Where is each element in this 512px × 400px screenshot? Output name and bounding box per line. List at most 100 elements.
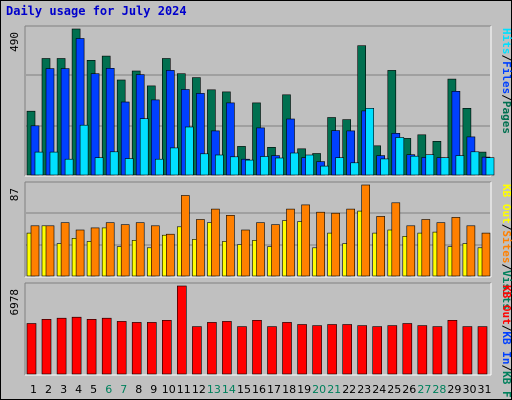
legend-part: / [500, 365, 512, 372]
x-tick-label-day-11: 11 [177, 383, 191, 396]
bar-kb-f-day-2 [41, 318, 52, 375]
x-tick-label-day-3: 3 [60, 383, 67, 396]
bar-kb-f-day-16 [252, 319, 262, 375]
bar-sites-day-12 [196, 219, 205, 277]
x-tick-label-day-16: 16 [252, 383, 266, 396]
bar-sites-day-20 [316, 211, 325, 277]
bar-pages-day-1 [34, 151, 44, 176]
legend-part: / [500, 224, 512, 231]
bar-kb-f-day-29 [447, 319, 458, 375]
x-tick-label-day-20: 20 [312, 383, 326, 396]
bar-pages-day-12 [200, 153, 209, 176]
bar-pages-day-26 [410, 155, 420, 176]
legend-part: KB Out [500, 285, 512, 325]
bar-kb-f-day-22 [342, 324, 353, 375]
bar-sites-day-24 [376, 216, 386, 277]
legend-1: Hits/Files/Pages [500, 28, 512, 134]
bar-pages-day-28 [440, 157, 450, 176]
bar-sites-day-2 [45, 225, 55, 277]
bar-sites-day-28 [436, 222, 446, 277]
legend-part: / [500, 325, 512, 332]
bar-pages-day-7 [124, 158, 134, 176]
bar-kb-f-day-12 [192, 326, 202, 375]
x-tick-label-day-23: 23 [357, 383, 371, 396]
bar-pages-day-22 [350, 162, 360, 176]
scale-label-3: 6978 [8, 289, 21, 316]
bar-sites-day-23 [361, 184, 371, 277]
bar-kb-f-day-21 [327, 324, 337, 375]
bar-kb-f-day-5 [86, 318, 97, 375]
bar-kb-f-day-19 [297, 324, 307, 375]
x-tick-label-day-24: 24 [372, 383, 386, 396]
bar-pages-day-17 [275, 157, 284, 176]
bar-pages-day-6 [109, 151, 119, 176]
bar-sites-day-8 [135, 222, 145, 277]
bar-pages-day-29 [455, 155, 465, 176]
bar-pages-day-18 [290, 152, 299, 176]
legend-part: KB F [500, 371, 512, 398]
bar-pages-day-19 [305, 154, 314, 176]
bar-kb-f-day-8 [131, 322, 142, 375]
bar-kb-f-day-6 [101, 317, 112, 375]
bar-pages-day-5 [94, 157, 104, 176]
bar-sites-day-19 [301, 204, 310, 277]
bar-pages-day-15 [245, 159, 254, 176]
x-tick-label-day-25: 25 [387, 383, 401, 396]
x-tick-label-day-17: 17 [267, 383, 281, 396]
bar-sites-day-26 [406, 225, 416, 277]
bar-sites-day-29 [451, 217, 461, 277]
bar-pages-day-4 [79, 124, 89, 176]
x-tick-label-day-18: 18 [282, 383, 296, 396]
legend-part: / [500, 55, 512, 62]
bar-kb-f-day-20 [312, 325, 322, 375]
x-tick-label-day-29: 29 [447, 383, 461, 396]
bar-kb-f-day-4 [71, 316, 82, 375]
x-tick-label-day-7: 7 [120, 383, 127, 396]
bar-sites-day-31 [481, 232, 491, 277]
bar-kb-f-day-10 [162, 319, 172, 375]
bar-sites-day-3 [60, 222, 70, 277]
legend-part: Visits [500, 270, 512, 310]
x-tick-label-day-15: 15 [237, 383, 251, 396]
bar-kb-f-day-27 [417, 325, 428, 375]
bar-pages-day-3 [64, 158, 74, 176]
bar-pages-day-27 [425, 154, 435, 176]
bar-sites-day-30 [466, 225, 476, 277]
bar-pages-day-31 [485, 157, 495, 176]
bar-sites-day-22 [346, 208, 356, 277]
bar-pages-day-20 [320, 165, 329, 176]
x-tick-label-day-30: 30 [463, 383, 477, 396]
scale-label-1: 490 [8, 32, 21, 52]
chart-title: Daily usage for July 2024 [6, 4, 187, 18]
bar-kb-f-day-15 [237, 326, 247, 375]
bar-pages-day-2 [49, 151, 59, 176]
x-tick-label-day-31: 31 [478, 383, 492, 396]
bar-sites-day-7 [120, 224, 130, 277]
bar-pages-day-9 [155, 158, 164, 176]
bar-sites-day-1 [30, 225, 40, 277]
bar-kb-f-day-7 [116, 321, 127, 375]
legend-2: KB Out/Sites/Visits [500, 184, 512, 310]
bar-sites-day-9 [151, 225, 160, 277]
bar-sites-day-14 [226, 215, 235, 277]
x-tick-label-day-6: 6 [105, 383, 112, 396]
bar-sites-day-5 [90, 227, 100, 277]
legend-part: / [500, 264, 512, 271]
x-tick-label-day-14: 14 [222, 383, 236, 396]
bar-sites-day-11 [181, 195, 190, 277]
bar-kb-f-day-14 [222, 321, 232, 375]
x-tick-label-day-22: 22 [342, 383, 356, 396]
bar-pages-day-21 [335, 157, 344, 176]
bar-pages-day-11 [185, 126, 194, 176]
bar-kb-f-day-3 [56, 317, 67, 375]
bar-pages-day-30 [470, 151, 480, 176]
bar-sites-day-4 [75, 229, 85, 277]
bar-kb-f-day-1 [26, 323, 37, 375]
legend-part: Pages [500, 101, 512, 134]
x-tick-label-day-2: 2 [45, 383, 52, 396]
legend-part: / [500, 94, 512, 101]
legend-part: KB In [500, 331, 512, 364]
x-tick-label-day-8: 8 [135, 383, 142, 396]
bar-kb-f-day-31 [477, 326, 488, 375]
